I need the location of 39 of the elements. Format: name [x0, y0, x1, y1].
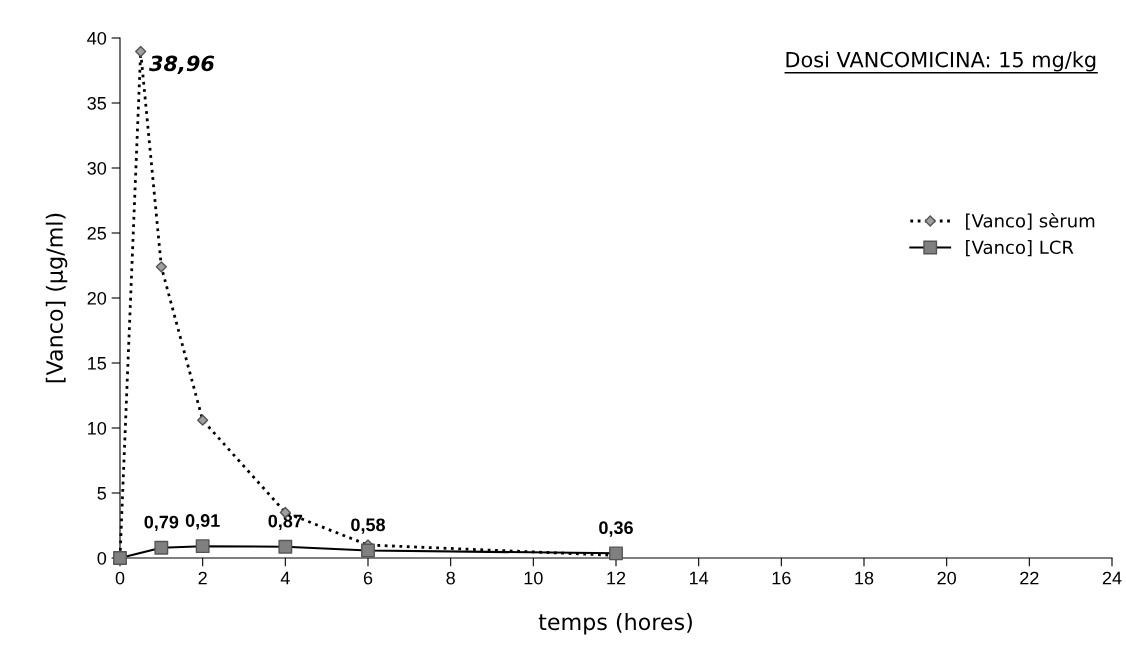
point	[154, 540, 169, 555]
x-tick-label: 6	[363, 571, 373, 585]
y-tick-label: 10	[88, 421, 107, 435]
legend-label: [Vanco] sèrum	[966, 212, 1095, 230]
point	[155, 261, 167, 273]
data-label: 0,91	[185, 514, 220, 530]
point	[278, 539, 293, 554]
x-tick-label: 20	[937, 571, 956, 585]
y-tick-label: 35	[87, 96, 107, 110]
x-tick-label: 0	[115, 571, 125, 585]
text: Dosi VANCOMICINA: 15 mg/kg	[786, 51, 1096, 72]
x-tick-label: 10	[524, 571, 543, 585]
y-tick-label: 15	[88, 357, 107, 370]
data-label: 38,96	[149, 55, 215, 74]
y-axis-title: [Vanco] (µg/ml)	[45, 213, 68, 383]
point	[195, 539, 210, 554]
point	[135, 45, 147, 58]
x-tick-label: 16	[772, 571, 791, 585]
x-tick-label: 8	[446, 571, 455, 585]
data-label: 0,58	[351, 518, 386, 534]
y-tick-label: 25	[87, 226, 107, 240]
y-tick-label: 40	[87, 31, 107, 45]
point	[197, 414, 209, 426]
x-tick-label: 24	[1102, 571, 1122, 585]
x-tick-label: 18	[855, 571, 874, 585]
x-tick-label: 22	[1020, 571, 1039, 585]
y-tick-label: 30	[87, 161, 107, 175]
y-tick-label: 5	[97, 487, 107, 500]
y-tick-label: 20	[87, 291, 107, 305]
x-tick-label: 2	[198, 571, 207, 585]
data-label: 0,36	[599, 521, 633, 537]
x-tick-label: 14	[690, 571, 709, 585]
data-label: 0,79	[144, 515, 179, 532]
y-tick-label: 0	[97, 551, 107, 565]
x-tick-label: 12	[607, 571, 626, 585]
x-tick-label: 4	[280, 571, 290, 585]
x-axis-title: temps (hores)	[538, 613, 692, 635]
legend-label: [Vanco] LCR	[966, 240, 1074, 257]
point	[361, 543, 375, 558]
